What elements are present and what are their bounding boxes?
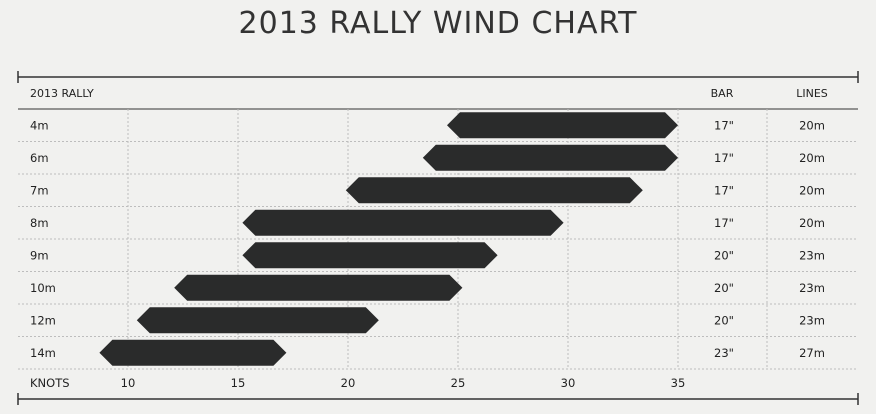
row-size-label: 6m — [30, 151, 49, 165]
lines-length-value: 20m — [799, 216, 825, 230]
bar-size-value: 20" — [714, 313, 734, 327]
bar-size-value: 17" — [714, 216, 734, 230]
bar-size-value: 17" — [714, 183, 734, 197]
range-bar-6m — [422, 144, 678, 171]
header-rally-label: 2013 RALLY — [30, 87, 94, 100]
x-tick-label-20: 20 — [341, 376, 356, 390]
lines-length-value: 23m — [799, 281, 825, 295]
header-lines-label: LINES — [796, 87, 828, 100]
range-bar-14m — [99, 339, 287, 366]
row-size-label: 8m — [30, 216, 49, 230]
bar-size-value: 20" — [714, 281, 734, 295]
chart-rows: 4m 17" 20m 6m 17" 20m 7m 17" 20m 8m 17" 20m 9m 20" 23m… — [30, 112, 825, 366]
chart-title: 2013 RALLY WIND CHART — [238, 6, 638, 41]
lines-length-value: 23m — [799, 313, 825, 327]
range-bar-8m — [242, 209, 564, 236]
row-size-label: 9m — [30, 248, 49, 262]
x-tick-label-35: 35 — [671, 376, 686, 390]
row-size-label: 14m — [30, 346, 56, 360]
lines-length-value: 23m — [799, 248, 825, 262]
header-bar-label: BAR — [711, 87, 734, 100]
range-bar-12m — [136, 307, 379, 334]
lines-length-value: 20m — [799, 183, 825, 197]
row-size-label: 12m — [30, 313, 56, 327]
x-tick-label-10: 10 — [121, 376, 136, 390]
range-bar-9m — [242, 242, 498, 269]
range-bar-4m — [447, 112, 678, 139]
row-size-label: 4m — [30, 118, 49, 132]
x-axis-ticks: 10 15 20 25 30 35 — [121, 376, 686, 390]
row-size-label: 7m — [30, 183, 49, 197]
range-bar-7m — [345, 177, 643, 204]
x-tick-label-25: 25 — [451, 376, 466, 390]
bar-size-value: 17" — [714, 118, 734, 132]
range-bar-10m — [174, 274, 463, 301]
x-tick-label-15: 15 — [231, 376, 246, 390]
lines-length-value: 20m — [799, 118, 825, 132]
grid-lines — [18, 109, 858, 370]
bar-size-value: 17" — [714, 151, 734, 165]
lines-length-value: 20m — [799, 151, 825, 165]
lines-length-value: 27m — [799, 346, 825, 360]
row-size-label: 10m — [30, 281, 56, 295]
bar-size-value: 20" — [714, 248, 734, 262]
bar-size-value: 23" — [714, 346, 734, 360]
x-tick-label-30: 30 — [561, 376, 576, 390]
x-axis-label: KNOTS — [30, 376, 70, 390]
